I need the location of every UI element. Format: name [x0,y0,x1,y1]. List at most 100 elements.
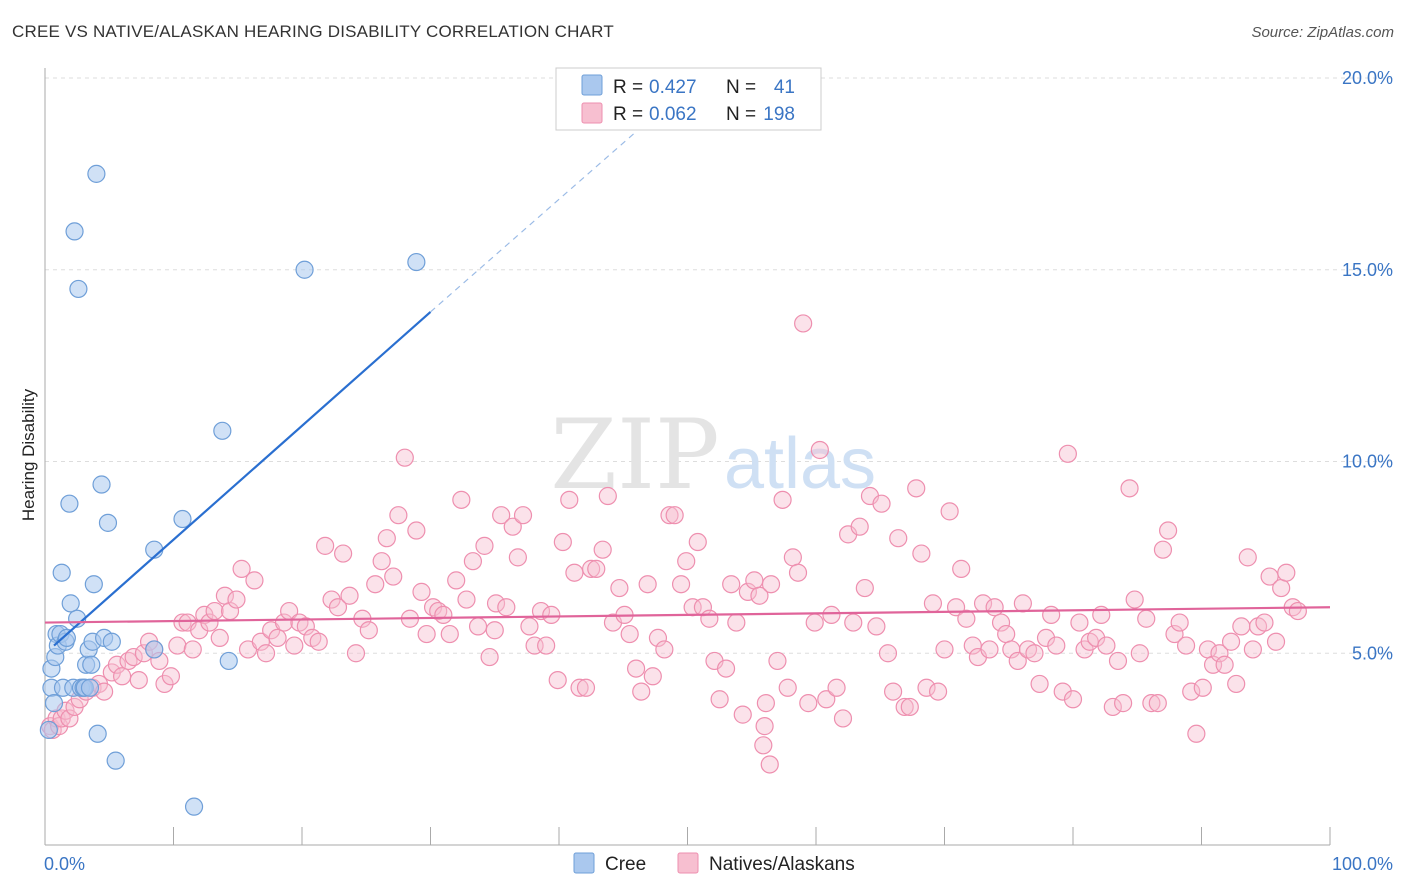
native-point [1148,694,1167,713]
native-point [440,624,459,644]
native-point [952,559,971,578]
native-point [957,609,976,628]
cree-point [88,724,107,743]
native-point [346,644,366,663]
native-point [1182,682,1201,701]
native-point [1210,644,1229,663]
native-point [513,506,533,525]
legend-native-n-label: N = [726,104,756,125]
native-point [407,521,426,540]
native-point [844,613,863,632]
native-point [60,709,79,728]
native-point [1255,613,1274,632]
legend-cree-r-label: R = [613,77,643,98]
native-point [872,494,891,513]
cree-point [219,651,238,671]
native-point [1215,655,1234,674]
native-point [1137,609,1156,628]
native-point [285,636,304,655]
legend-native-r-value: 0.062 [649,104,697,125]
native-point [1114,694,1133,713]
native-point [129,670,148,690]
native-point [480,647,499,667]
native-point [485,621,504,640]
native-point [1153,540,1173,559]
cree-point [65,222,84,241]
watermark-zip: ZIP [550,399,719,511]
native-point [210,628,229,648]
native-point [173,613,192,632]
native-point [497,598,516,617]
native-point [486,594,506,613]
cree-point [61,594,80,613]
cree-point [184,797,204,816]
native-point [700,609,719,628]
native-point [395,448,414,467]
cree-point [44,694,64,713]
native-point [417,624,436,644]
trend-lines [44,131,1331,647]
native-point [1053,682,1072,701]
native-point [940,502,959,521]
cree-points [39,164,426,816]
native-point [316,536,335,555]
native-point [788,563,808,582]
native-point [610,578,629,598]
native-point [475,536,494,555]
bottom-legend-swatch-cree [573,852,595,874]
native-point [626,659,646,678]
native-point [889,529,908,548]
cree-trend-extension [430,131,637,313]
y-tick-label: 10.0% [1342,452,1393,472]
native-point [1030,674,1049,694]
legend-swatch-native [581,102,603,124]
native-point [377,529,396,548]
native-point [716,659,736,678]
x-tick-label-end: 100.0% [1332,854,1393,874]
native-point [878,644,898,663]
native-point [1232,617,1251,636]
cree-point [60,494,79,513]
native-point [434,605,453,625]
native-point [783,548,802,567]
native-point [274,613,294,632]
native-point [296,617,315,636]
native-point [648,628,668,648]
native-point [565,563,584,582]
native-point [570,678,589,697]
native-point [778,678,797,697]
native-point [1158,521,1178,540]
cree-point [84,575,103,594]
native-point [722,575,741,594]
native-point [867,617,886,636]
native-point [1047,636,1066,655]
cree-point [295,260,314,279]
native-point [582,559,601,578]
bottom-legend-native: Natives/Alaskans [709,854,855,875]
native-point [1243,640,1263,659]
cree-point [39,720,58,740]
native-point [531,601,551,621]
native-point [1272,578,1291,598]
native-point [598,486,617,506]
native-point [542,605,561,625]
legend-cree-n-label: N = [726,77,756,98]
native-point [745,571,764,590]
native-point [710,690,729,709]
native-point [1221,632,1241,651]
native-point [655,640,674,659]
native-point [389,506,408,525]
native-point [1193,678,1212,697]
native-point [587,559,606,578]
native-point [205,601,224,621]
bottom-legend-swatch-native [677,852,699,874]
native-point [124,647,143,667]
cree-point [80,678,100,697]
cree-point [92,475,111,494]
source-label: Source: ZipAtlas.com [1251,24,1394,41]
native-point [665,506,684,525]
legend-cree-r-value: 0.427 [649,77,697,98]
native-point [660,506,679,525]
y-tick-label: 5.0% [1352,643,1393,663]
native-point [671,575,691,594]
